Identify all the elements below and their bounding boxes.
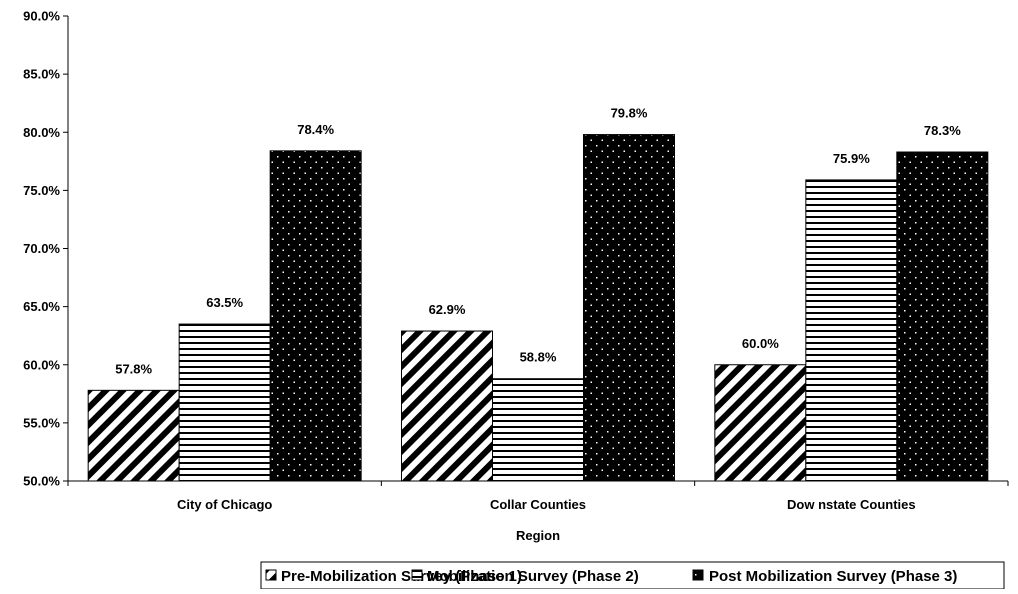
y-tick-label: 90.0%	[23, 9, 60, 24]
y-tick-label: 70.0%	[23, 241, 60, 256]
y-tick-label: 50.0%	[23, 474, 60, 489]
y-tick-label: 60.0%	[23, 357, 60, 372]
legend-label: Mobilization Survey (Phase 2)	[427, 568, 639, 585]
bars-layer	[87, 134, 989, 482]
y-tick-label: 55.0%	[23, 415, 60, 430]
y-tick-label: 65.0%	[23, 299, 60, 314]
data-label: 75.9%	[833, 151, 870, 166]
category-label: Collar Counties	[490, 497, 586, 512]
bar-black-dotted-2	[896, 151, 989, 482]
labels-layer: 57.8% 63.5% 78.4% 62.9% 58.8% 79.8% 60.0% 75.9%…	[115, 106, 961, 377]
bar-diagonal-stripes-1	[401, 330, 493, 482]
axes-layer: 50.0% 55.0% 60.0% 65.0% 70.0% 75.0% 80.0% 85.0%…	[23, 9, 1009, 543]
y-tick-label: 75.0%	[23, 183, 60, 198]
y-tick-label: 85.0%	[23, 67, 60, 82]
data-label: 62.9%	[429, 302, 466, 317]
data-label: 63.5%	[206, 295, 243, 310]
legend-key-black-dotted	[692, 569, 704, 581]
category-label: City of Chicago	[177, 497, 272, 512]
legend-key-horizontal-stripes	[411, 569, 423, 581]
legend-key-diagonal-stripes	[265, 569, 277, 581]
data-label: 78.3%	[924, 123, 961, 138]
data-label: 57.8%	[115, 361, 152, 376]
bar-black-dotted-0	[269, 150, 362, 482]
legend-label: Pre-Mobilization Survey (Phase 1)	[281, 568, 522, 585]
bar-diagonal-stripes-0	[87, 389, 180, 482]
x-axis-title: Region	[516, 528, 560, 543]
bar-black-dotted-1	[583, 134, 675, 482]
data-label: 60.0%	[742, 336, 779, 351]
legend: Pre-Mobilization Survey (Phase 1)Mobiliz…	[260, 561, 1005, 590]
data-label: 79.8%	[611, 106, 648, 121]
bar-horizontal-stripes-0	[178, 323, 271, 482]
y-tick-label: 80.0%	[23, 125, 60, 140]
data-label: 78.4%	[297, 122, 334, 137]
data-label: 58.8%	[520, 350, 557, 365]
bar-horizontal-stripes-2	[805, 179, 898, 482]
bar-diagonal-stripes-2	[714, 364, 807, 482]
bar-horizontal-stripes-1	[492, 378, 584, 482]
legend-label: Post Mobilization Survey (Phase 3)	[709, 568, 957, 585]
category-label: Dow nstate Counties	[787, 497, 916, 512]
